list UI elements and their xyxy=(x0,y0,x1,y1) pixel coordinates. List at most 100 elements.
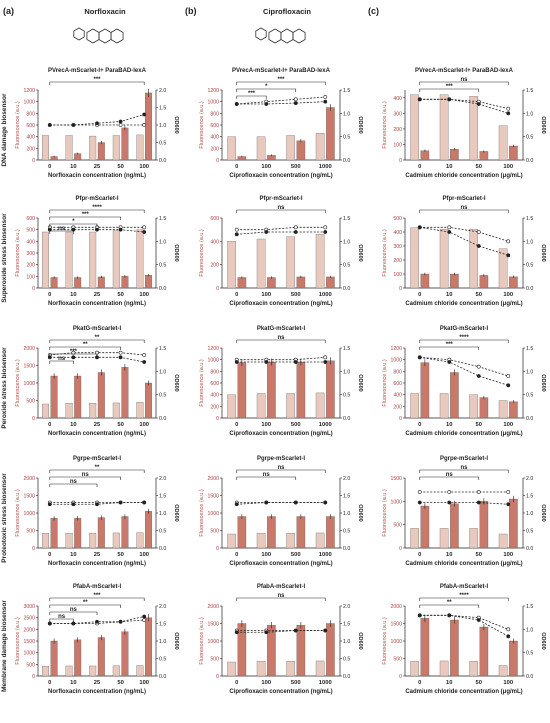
y-tick-label: 1000 xyxy=(23,511,35,517)
significance-label: *** xyxy=(93,77,101,83)
bar-induced xyxy=(420,150,430,161)
od-point xyxy=(142,360,147,364)
bar-induced xyxy=(237,362,247,419)
od-line xyxy=(236,502,326,505)
od-point xyxy=(142,353,147,357)
bar-induced xyxy=(74,639,82,677)
bar-induced xyxy=(450,372,459,419)
x-tick-label: 50 xyxy=(117,292,123,298)
bar-control xyxy=(89,533,97,549)
x-axis-label: Ciprofloxacin concentration (ng/mL) xyxy=(229,561,332,567)
significance-bracket xyxy=(49,346,121,350)
x-axis-label: Ciprofloxacin concentration (ng/mL) xyxy=(229,301,332,307)
bar-control xyxy=(89,135,97,161)
bar-control xyxy=(42,403,49,419)
significance-bracket xyxy=(419,476,480,480)
panel-title: Pgrpe-mScarlet-I xyxy=(257,456,305,462)
x-tick-label: 100 xyxy=(503,422,513,428)
panel-r0-c1: PVrecA-mScarlet-I+ ParaBAD-lexA 0 200 400 60… xyxy=(199,68,363,179)
y-tick-label: 100 xyxy=(26,274,35,280)
od-point xyxy=(323,628,328,633)
y2-axis-label: OD600 xyxy=(173,116,179,133)
od-point xyxy=(47,123,52,127)
y2-tick-label: 1.5 xyxy=(159,216,166,222)
panel-title: Pfpr-mScarlet-I xyxy=(75,196,118,202)
significance-label: **** xyxy=(459,335,469,341)
y-axis-label: Fluorescence (a.u.) xyxy=(15,489,21,537)
bar-induced xyxy=(237,516,247,549)
y2-tick-label: 0.0 xyxy=(159,416,166,422)
od-point xyxy=(142,112,147,117)
od-line xyxy=(236,231,326,235)
bar-control xyxy=(315,532,325,549)
y2-axis-label: OD600 xyxy=(173,632,179,649)
significance-bracket xyxy=(49,360,74,364)
x-tick-label: 0 xyxy=(48,680,51,686)
od-point xyxy=(264,102,269,106)
x-tick-label: 25 xyxy=(94,680,101,686)
y-tick-label: 600 xyxy=(393,381,402,387)
od-point xyxy=(95,227,99,232)
od-point xyxy=(142,123,147,127)
panel-r4-c0: PfabA-mScarlet-I050010001500200025003000… xyxy=(15,584,179,695)
bar-control xyxy=(315,234,325,289)
y2-tick-label: 0.0 xyxy=(526,416,533,422)
od-line xyxy=(419,356,509,377)
significance-label: ** xyxy=(95,465,100,471)
row-label-0: DNA damage biosensor xyxy=(1,93,8,167)
y-tick-label: 1200 xyxy=(207,88,219,94)
y2-axis-label: OD600 xyxy=(540,504,546,521)
y2-tick-label: 2.0 xyxy=(159,88,166,94)
bar-induced xyxy=(97,517,105,549)
y2-tick-label: 1.5 xyxy=(526,604,533,610)
y-tick-label: 800 xyxy=(26,111,35,117)
y2-tick-label: 0.5 xyxy=(526,393,533,399)
bar-control xyxy=(315,660,325,677)
od-point xyxy=(293,97,298,102)
y2-tick-label: 0.0 xyxy=(159,158,166,164)
bar-control xyxy=(286,135,295,161)
od-point xyxy=(71,355,76,360)
od-point xyxy=(506,253,511,258)
bar-control xyxy=(410,661,419,677)
y2-tick-label: 1.5 xyxy=(343,494,350,500)
panel-title: PkatG-mScarlet-I xyxy=(257,326,306,332)
panel-letter-0: (a) xyxy=(3,6,14,16)
y2-tick-label: 1.5 xyxy=(343,622,350,628)
bar-induced xyxy=(420,362,430,419)
od-point xyxy=(47,621,52,626)
bar-control xyxy=(469,96,478,161)
y2-tick-label: 1.0 xyxy=(526,511,533,517)
significance-bracket xyxy=(419,346,480,350)
y-axis-label: Fluorescence (a.u.) xyxy=(15,359,21,407)
y-tick-label: 2500 xyxy=(23,616,35,622)
od-point xyxy=(118,350,123,355)
significance-label: ns xyxy=(460,77,468,83)
bar-control xyxy=(65,403,73,419)
y-tick-label: 500 xyxy=(26,662,35,668)
x-tick-label: 50 xyxy=(117,680,123,686)
y2-axis-label: OD600 xyxy=(173,504,179,521)
od-point xyxy=(476,490,481,494)
bar-control xyxy=(439,229,449,289)
bar-control xyxy=(112,665,120,677)
y2-tick-label: 0.5 xyxy=(159,657,166,663)
y-axis-label: Fluorescence (a.u.) xyxy=(15,101,21,149)
x-tick-label: 100 xyxy=(261,680,271,686)
x-axis-label: Norfloxacin concentration (ng/mL) xyxy=(48,689,146,695)
bar-induced xyxy=(450,619,459,677)
y-tick-label: 200 xyxy=(26,146,35,152)
bar-control xyxy=(286,661,295,677)
od-point xyxy=(417,500,422,505)
significance-label: ns xyxy=(460,205,468,211)
bar-induced xyxy=(479,397,489,419)
bar-induced xyxy=(326,107,335,161)
x-tick-label: 500 xyxy=(291,552,301,558)
bar-control xyxy=(439,94,449,161)
significance-label: **** xyxy=(459,593,469,599)
od-point xyxy=(95,619,99,624)
bar-induced xyxy=(450,148,459,161)
od-point xyxy=(234,630,239,635)
y-tick-label: 2000 xyxy=(207,476,219,482)
x-axis-label: Cadmium chloride concentration (μg/mL) xyxy=(405,301,522,307)
